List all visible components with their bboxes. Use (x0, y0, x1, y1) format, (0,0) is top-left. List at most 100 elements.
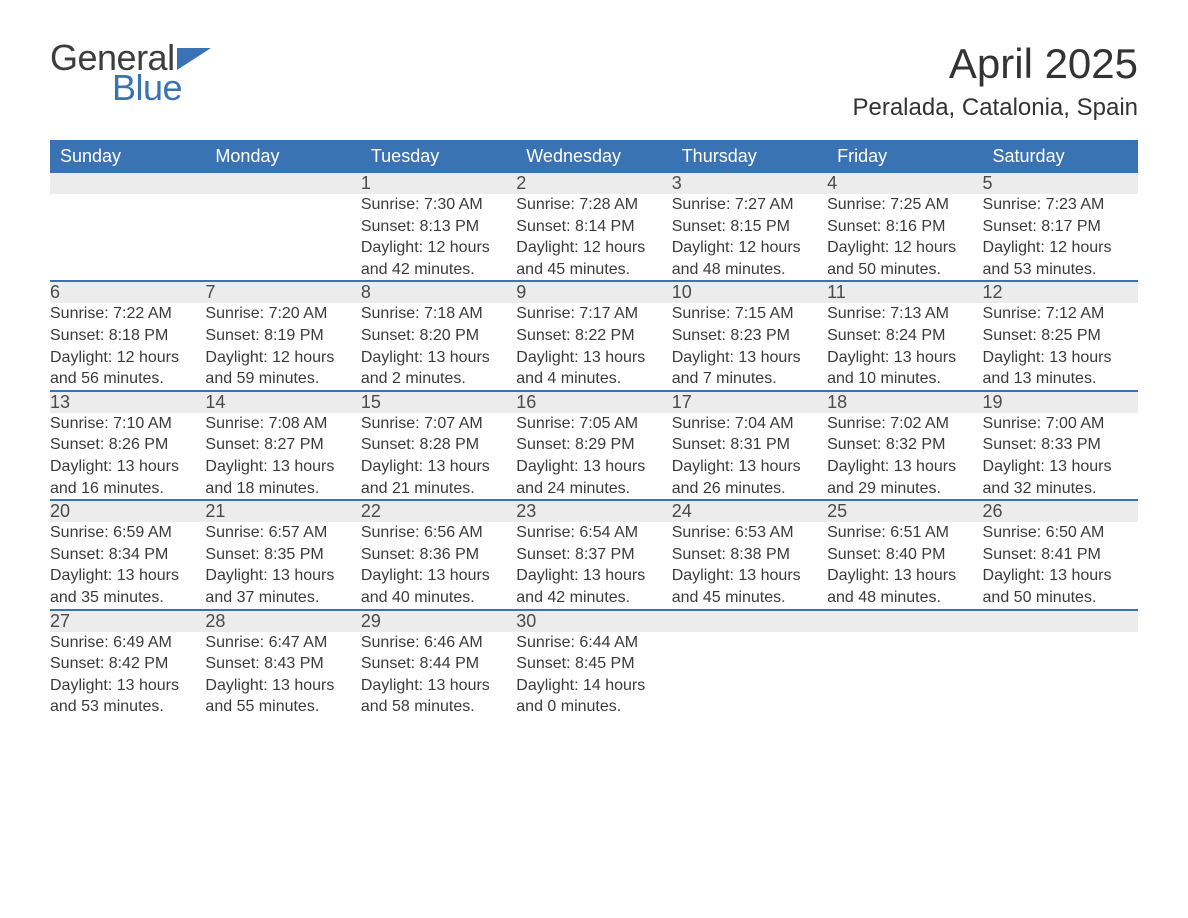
day-detail-cell: Sunrise: 7:00 AMSunset: 8:33 PMDaylight:… (983, 413, 1138, 500)
day-number-cell: 14 (205, 391, 360, 413)
sunset-line: Sunset: 8:28 PM (361, 436, 479, 453)
daylight-line: Daylight: 13 hours and 50 minutes. (983, 567, 1112, 606)
day-header: Monday (205, 140, 360, 173)
sunrise-line: Sunrise: 7:18 AM (361, 305, 483, 322)
daylight-line: Daylight: 13 hours and 4 minutes. (516, 349, 645, 388)
day-number-cell: 8 (361, 281, 516, 303)
sunset-line: Sunset: 8:35 PM (205, 546, 323, 563)
day-detail-cell: Sunrise: 6:46 AMSunset: 8:44 PMDaylight:… (361, 632, 516, 718)
day-number-cell: 4 (827, 173, 982, 194)
sunrise-line: Sunrise: 7:20 AM (205, 305, 327, 322)
sunrise-line: Sunrise: 7:05 AM (516, 415, 638, 432)
daylight-line: Daylight: 13 hours and 48 minutes. (827, 567, 956, 606)
day-number-row: 12345 (50, 173, 1138, 194)
day-detail-cell: Sunrise: 6:56 AMSunset: 8:36 PMDaylight:… (361, 522, 516, 609)
day-detail-row: Sunrise: 6:49 AMSunset: 8:42 PMDaylight:… (50, 632, 1138, 718)
day-number-cell: 11 (827, 281, 982, 303)
sunrise-line: Sunrise: 7:08 AM (205, 415, 327, 432)
sunrise-line: Sunrise: 7:00 AM (983, 415, 1105, 432)
month-title: April 2025 (852, 40, 1138, 88)
sunset-line: Sunset: 8:24 PM (827, 327, 945, 344)
day-detail-cell: Sunrise: 7:20 AM Sunset: 8:19 PM Daylight:… (205, 303, 360, 390)
day-detail-cell: Sunrise: 7:23 AMSunset: 8:17 PMDaylight:… (983, 194, 1138, 281)
sunset-line: Sunset: 8:19 PM (205, 327, 323, 344)
sunset-line: Sunset: 8:36 PM (361, 546, 479, 563)
calendar-body: 12345 Sunrise: 7:30 AM Sunset: 8:13 PM Day… (50, 173, 1138, 718)
daylight-line: Daylight: 13 hours and 7 minutes. (672, 349, 801, 388)
day-detail-cell: Sunrise: 6:54 AMSunset: 8:37 PMDaylight:… (516, 522, 671, 609)
day-detail-cell: Sunrise: 7:13 AMSunset: 8:24 PMDaylight:… (827, 303, 982, 390)
sunrise-line: Sunrise: 7:28 AM (516, 196, 638, 213)
day-detail-cell (983, 632, 1138, 718)
day-detail-row: Sunrise: 7:22 AM Sunset: 8:18 PM Daylight:… (50, 303, 1138, 390)
day-number-cell: 2 (516, 173, 671, 194)
day-header: Wednesday (516, 140, 671, 173)
day-number-cell: 6 (50, 281, 205, 303)
sunrise-line: Sunrise: 6:57 AM (205, 524, 327, 541)
day-number-row: 20212223242526 (50, 500, 1138, 522)
day-detail-cell: Sunrise: 7:07 AMSunset: 8:28 PMDaylight:… (361, 413, 516, 500)
daylight-line: Daylight: 13 hours and 45 minutes. (672, 567, 801, 606)
day-detail-cell: Sunrise: 6:44 AMSunset: 8:45 PMDaylight:… (516, 632, 671, 718)
day-detail-cell: Sunrise: 7:17 AMSunset: 8:22 PMDaylight:… (516, 303, 671, 390)
day-number-cell: 9 (516, 281, 671, 303)
sunset-line: Sunset: 8:38 PM (672, 546, 790, 563)
day-number-cell: 25 (827, 500, 982, 522)
brand-logo: General Blue (50, 40, 211, 106)
sunrise-line: Sunrise: 6:49 AM (50, 634, 172, 651)
day-header: Sunday (50, 140, 205, 173)
day-number-cell: 20 (50, 500, 205, 522)
day-detail-cell: Sunrise: 6:49 AMSunset: 8:42 PMDaylight:… (50, 632, 205, 718)
sunrise-line: Sunrise: 7:25 AM (827, 196, 949, 213)
day-detail-cell: Sunrise: 6:51 AMSunset: 8:40 PMDaylight:… (827, 522, 982, 609)
daylight-line: Daylight: 12 hours and 59 minutes. (205, 349, 334, 388)
day-number-cell: 17 (672, 391, 827, 413)
daylight-line: Daylight: 12 hours and 45 minutes. (516, 239, 645, 278)
sunset-line: Sunset: 8:43 PM (205, 655, 323, 672)
location-subtitle: Peralada, Catalonia, Spain (852, 94, 1138, 122)
day-detail-cell: Sunrise: 7:25 AMSunset: 8:16 PMDaylight:… (827, 194, 982, 281)
sunrise-line: Sunrise: 7:30 AM (361, 196, 483, 213)
daylight-line: Daylight: 13 hours and 32 minutes. (983, 458, 1112, 497)
day-number-cell: 16 (516, 391, 671, 413)
day-number-cell: 29 (361, 610, 516, 632)
sunrise-line: Sunrise: 6:59 AM (50, 524, 172, 541)
day-number-cell: 13 (50, 391, 205, 413)
daylight-line: Daylight: 13 hours and 24 minutes. (516, 458, 645, 497)
sunrise-line: Sunrise: 7:10 AM (50, 415, 172, 432)
day-number-cell (50, 173, 205, 194)
page-header: General Blue April 2025 Peralada, Catalo… (50, 40, 1138, 122)
day-detail-cell: Sunrise: 6:57 AM Sunset: 8:35 PM Daylight:… (205, 522, 360, 609)
sunset-line: Sunset: 8:25 PM (983, 327, 1101, 344)
daylight-line: Daylight: 13 hours and 37 minutes. (205, 567, 334, 606)
day-number-cell: 3 (672, 173, 827, 194)
day-number-cell: 12 (983, 281, 1138, 303)
sunset-line: Sunset: 8:13 PM (361, 218, 479, 235)
sunset-line: Sunset: 8:14 PM (516, 218, 634, 235)
day-number-cell: 26 (983, 500, 1138, 522)
day-detail-cell: Sunrise: 7:10 AMSunset: 8:26 PMDaylight:… (50, 413, 205, 500)
day-number-cell: 22 (361, 500, 516, 522)
day-header-row: SundayMondayTuesdayWednesdayThursdayFrid… (50, 140, 1138, 173)
daylight-line: Daylight: 13 hours and 16 minutes. (50, 458, 179, 497)
day-header: Saturday (983, 140, 1138, 173)
logo-text-blue: Blue (112, 70, 211, 106)
day-number-cell: 30 (516, 610, 671, 632)
sunset-line: Sunset: 8:42 PM (50, 655, 168, 672)
sunrise-line: Sunrise: 7:22 AM (50, 305, 172, 322)
day-detail-cell: Sunrise: 7:02 AMSunset: 8:32 PMDaylight:… (827, 413, 982, 500)
day-number-cell (205, 173, 360, 194)
day-detail-row: Sunrise: 7:10 AMSunset: 8:26 PMDaylight:… (50, 413, 1138, 500)
sunset-line: Sunset: 8:20 PM (361, 327, 479, 344)
day-detail-row: Sunrise: 7:30 AM Sunset: 8:13 PM Daylight:… (50, 194, 1138, 281)
sunrise-line: Sunrise: 7:17 AM (516, 305, 638, 322)
daylight-line: Daylight: 12 hours and 42 minutes. (361, 239, 490, 278)
sunrise-line: Sunrise: 6:51 AM (827, 524, 949, 541)
daylight-line: Daylight: 13 hours and 13 minutes. (983, 349, 1112, 388)
day-number-cell (983, 610, 1138, 632)
sunset-line: Sunset: 8:18 PM (50, 327, 168, 344)
day-detail-cell: Sunrise: 7:12 AMSunset: 8:25 PMDaylight:… (983, 303, 1138, 390)
day-number-cell: 23 (516, 500, 671, 522)
sunset-line: Sunset: 8:15 PM (672, 218, 790, 235)
day-detail-cell (827, 632, 982, 718)
